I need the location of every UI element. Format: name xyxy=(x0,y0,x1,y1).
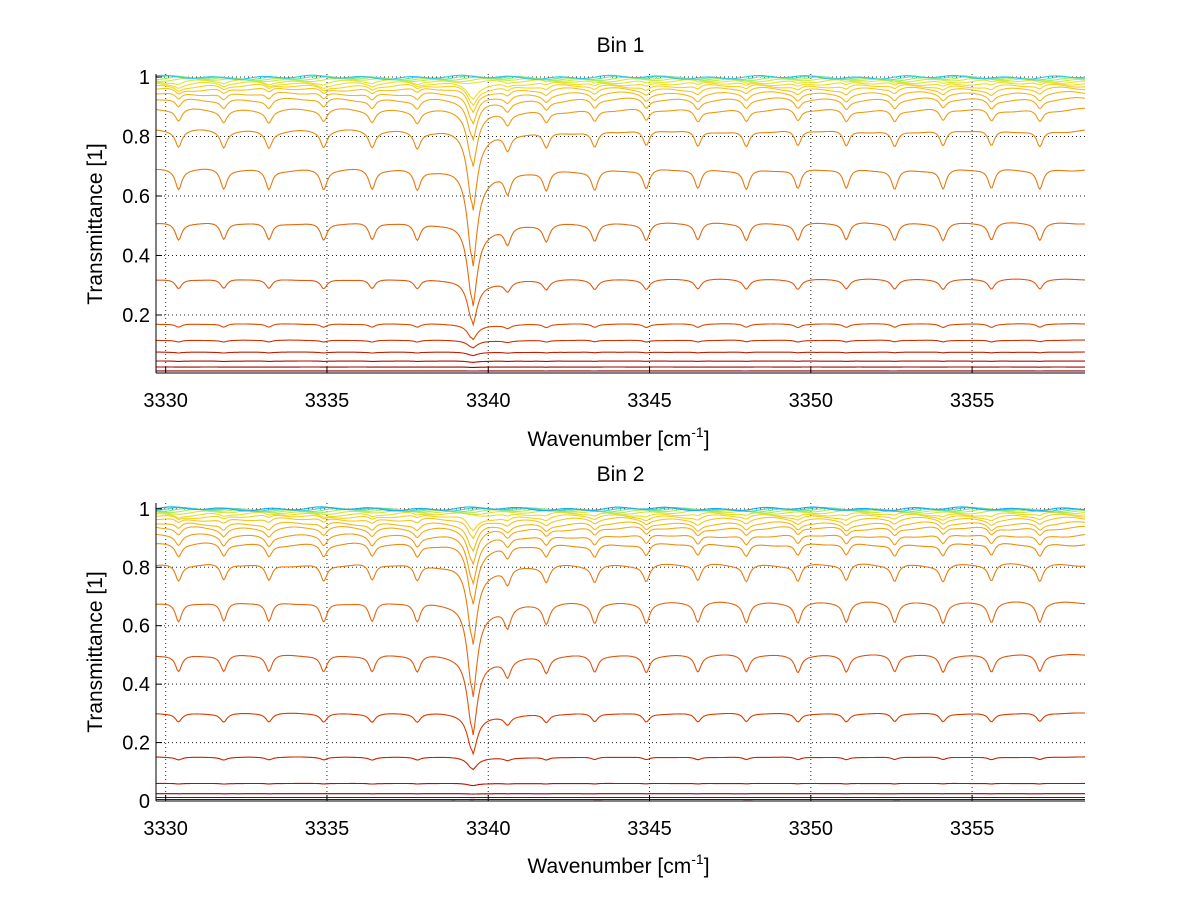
series-line-11 xyxy=(156,533,1085,586)
x-tick-label: 3335 xyxy=(305,818,350,840)
series-line-16 xyxy=(156,83,1085,107)
x-tick-label: 3335 xyxy=(305,390,350,412)
series-line-9 xyxy=(156,563,1085,645)
series-line-5 xyxy=(156,756,1085,771)
series-line-22 xyxy=(156,74,1085,80)
y-tick-label: 0.6 xyxy=(122,186,150,208)
y-tick-label: 0.2 xyxy=(122,305,150,327)
series-line-11 xyxy=(156,129,1085,211)
y-axis-label: Transmittance [1] xyxy=(84,143,107,304)
y-tick-label: 0 xyxy=(139,791,150,813)
y-tick-label: 0.4 xyxy=(122,674,150,696)
chart-title: Bin 2 xyxy=(597,463,645,486)
x-tick-label: 3355 xyxy=(950,818,995,840)
series-line-12 xyxy=(156,525,1085,566)
y-tick-label: 0.4 xyxy=(122,245,150,267)
series-line-15 xyxy=(156,86,1085,114)
x-tick-label: 3340 xyxy=(466,818,511,840)
series-line-8 xyxy=(156,601,1085,698)
x-tick-label: 3350 xyxy=(789,390,834,412)
series-group xyxy=(156,74,1085,373)
x-tick-label: 3330 xyxy=(143,818,188,840)
y-tick-label: 0.2 xyxy=(122,733,150,755)
chart-title: Bin 1 xyxy=(597,34,645,57)
series-line-10 xyxy=(156,542,1085,605)
x-tick-label: 3330 xyxy=(143,390,188,412)
chart-panel-1: 3330 3335 3340 3345 3350 3355 0.2 0.4 0.6 0.8 1 Bin… xyxy=(84,34,1085,451)
chart-panel-2: 3330 3335 3340 3345 3350 3355 0 0.2 0.4 0.6 0.8 1 Bi… xyxy=(84,463,1085,878)
series-line-10 xyxy=(156,168,1085,267)
x-tick-label: 3350 xyxy=(789,818,834,840)
series-group xyxy=(156,506,1085,801)
y-axis-label: Transmittance [1] xyxy=(84,571,107,732)
y-tick-label: 1 xyxy=(139,67,150,89)
series-line-4 xyxy=(156,360,1085,363)
series-line-14 xyxy=(156,516,1085,540)
x-tick-label: 3345 xyxy=(627,390,672,412)
series-line-6 xyxy=(156,339,1085,349)
series-line-17 xyxy=(156,81,1085,101)
series-line-12 xyxy=(156,107,1085,167)
series-line-18 xyxy=(156,79,1085,86)
x-axis-label: Wavenumber [cm-1] xyxy=(527,424,709,451)
y-tick-label: 0.8 xyxy=(122,126,150,148)
series-line-16 xyxy=(156,511,1085,519)
series-line-5 xyxy=(156,351,1085,357)
series-line-13 xyxy=(156,521,1085,553)
series-line-21 xyxy=(156,506,1085,512)
x-axis-label: Wavenumber [cm-1] xyxy=(527,851,709,878)
series-line-6 xyxy=(156,712,1085,756)
series-line-7 xyxy=(156,654,1085,736)
series-line-18 xyxy=(156,508,1085,514)
series-line-19 xyxy=(156,77,1085,83)
series-line-13 xyxy=(156,97,1085,142)
x-tick-label: 3355 xyxy=(950,390,995,412)
x-tick-label: 3345 xyxy=(627,818,672,840)
y-tick-label: 0.8 xyxy=(122,557,150,579)
series-line-14 xyxy=(156,91,1085,126)
series-line-9 xyxy=(156,222,1085,307)
series-line-7 xyxy=(156,323,1085,341)
x-tick-label: 3340 xyxy=(466,390,511,412)
series-line-8 xyxy=(156,278,1085,327)
series-line-4 xyxy=(156,782,1085,787)
y-tick-label: 1 xyxy=(139,499,150,521)
y-tick-label: 0.6 xyxy=(122,616,150,638)
